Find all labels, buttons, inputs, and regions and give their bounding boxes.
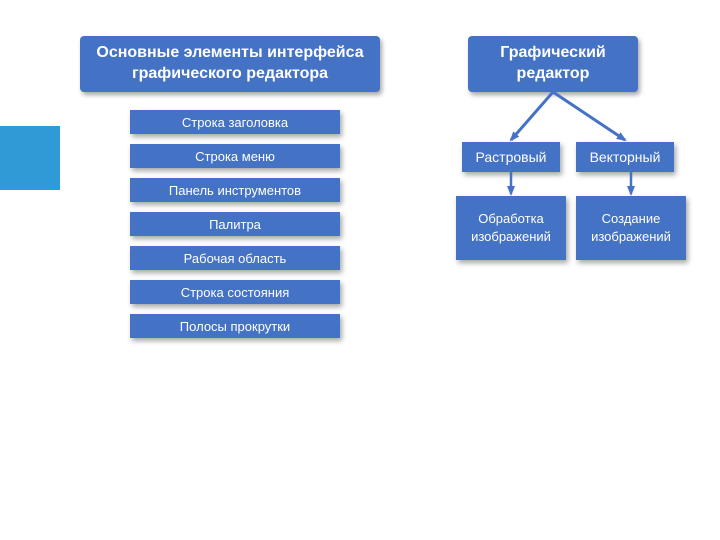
ui-element-label: Палитра: [209, 217, 261, 232]
ui-element-item: Рабочая область: [130, 246, 340, 270]
ui-element-label: Рабочая область: [184, 251, 287, 266]
sidebar-accent-bar: [0, 126, 60, 190]
ui-element-item: Строка заголовка: [130, 110, 340, 134]
ui-element-label: Строка меню: [195, 149, 275, 164]
right-header-text: Графический редактор: [472, 43, 634, 85]
left-header-text: Основные элементы интерфейса графическог…: [84, 43, 376, 85]
ui-element-item: Панель инструментов: [130, 178, 340, 202]
editor-type-raster: Растровый: [462, 142, 560, 172]
arrow-header-to-raster: [511, 92, 553, 140]
editor-type-raster-label: Растровый: [476, 149, 547, 165]
editor-type-vector: Векторный: [576, 142, 674, 172]
editor-desc-raster: Обработка изображений: [456, 196, 566, 260]
editor-desc-vector: Создание изображений: [576, 196, 686, 260]
ui-element-label: Панель инструментов: [169, 183, 301, 198]
ui-element-label: Строка заголовка: [182, 115, 288, 130]
ui-element-item: Полосы прокрутки: [130, 314, 340, 338]
ui-element-label: Полосы прокрутки: [180, 319, 290, 334]
editor-desc-vector-text: Создание изображений: [580, 210, 682, 245]
ui-element-item: Строка состояния: [130, 280, 340, 304]
right-header-box: Графический редактор: [468, 36, 638, 92]
slide-stage: Основные элементы интерфейса графическог…: [0, 0, 720, 540]
arrow-header-to-vector: [553, 92, 625, 140]
ui-element-item: Строка меню: [130, 144, 340, 168]
left-header-box: Основные элементы интерфейса графическог…: [80, 36, 380, 92]
editor-desc-raster-text: Обработка изображений: [460, 210, 562, 245]
ui-element-item: Палитра: [130, 212, 340, 236]
ui-element-label: Строка состояния: [181, 285, 290, 300]
editor-type-vector-label: Векторный: [590, 149, 661, 165]
